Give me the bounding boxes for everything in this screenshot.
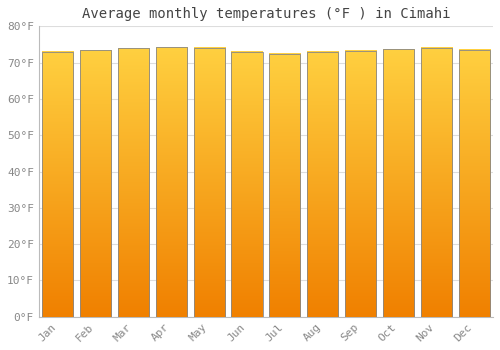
Bar: [80, 50, 111, 317]
Bar: [345, 51, 376, 317]
Bar: [421, 48, 452, 317]
Bar: [383, 49, 414, 317]
Title: Average monthly temperatures (°F ) in Cimahi: Average monthly temperatures (°F ) in Ci…: [82, 7, 450, 21]
Bar: [194, 48, 224, 317]
Bar: [156, 47, 187, 317]
Bar: [118, 48, 149, 317]
Bar: [232, 52, 262, 317]
Bar: [270, 54, 300, 317]
Bar: [458, 49, 490, 317]
Bar: [307, 52, 338, 317]
Bar: [42, 52, 74, 317]
